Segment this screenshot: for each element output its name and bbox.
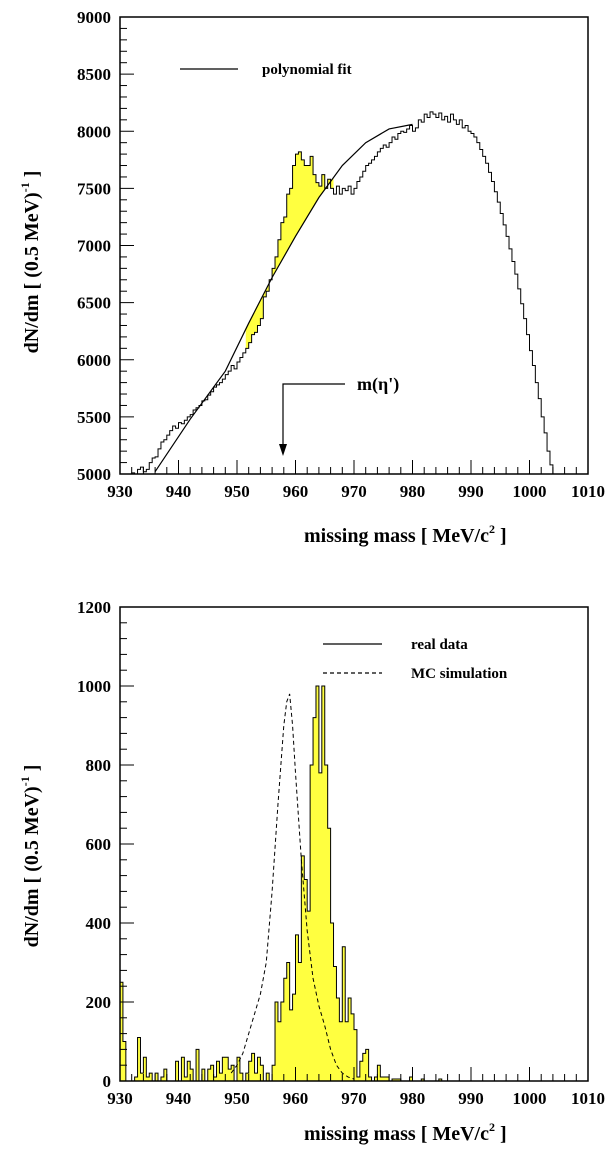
y-axis-title-bottom: dN/dm [ (0.5 MeV)-1 ] [18,765,43,948]
y-tick-label: 9000 [77,8,111,27]
x-tick-label: 1010 [571,1089,605,1108]
x-tick-labels-top: 930 940 950 960 970 980 990 1000 1010 [107,482,605,501]
legend-label-mc: MC simulation [411,666,508,682]
real-data-histogram [120,685,588,1082]
x-tick-label: 1010 [571,482,605,501]
x-tick-label: 990 [458,1089,484,1108]
x-tick-label: 940 [166,482,192,501]
x-tick-label: 970 [341,482,367,501]
y-tick-label: 6000 [77,351,111,370]
x-tick-label: 980 [400,1089,426,1108]
y-tick-label: 5000 [77,465,111,484]
x-axis-title-bottom: missing mass [ MeV/c2 ] [304,1120,507,1145]
y-tick-label: 8500 [77,65,111,84]
x-axis-title-top: missing mass [ MeV/c2 ] [304,522,507,547]
y-tick-labels-bottom: 0 200 400 600 800 1000 1200 [77,598,111,1091]
y-tick-label: 6500 [77,294,111,313]
y-tick-label: 400 [86,914,112,933]
x-tick-label: 950 [224,482,250,501]
annotation-label: m(η') [357,374,399,395]
x-tick-label: 1000 [513,1089,547,1108]
y-axis-ticks-top [120,16,134,475]
x-tick-label: 950 [224,1089,250,1108]
y-tick-label: 0 [103,1072,112,1091]
x-tick-label: 960 [283,482,309,501]
y-tick-labels-top: 5000 5500 6000 6500 7000 7500 8000 8500 9000 [77,8,111,484]
x-axis-ticks-bottom [119,1067,589,1081]
annotation-arrow [282,383,345,448]
x-tick-labels-bottom: 930 940 950 960 970 980 990 1000 1010 [107,1089,605,1108]
mc-simulation-line [230,693,355,1080]
y-tick-label: 7500 [77,179,111,198]
plot-frame-bottom [119,606,589,1082]
polynomial-fit-line [154,123,413,473]
y-axis-title-top: dN/dm [ (0.5 MeV)-1 ] [18,171,43,354]
y-tick-label: 7000 [77,237,111,256]
y-tick-label: 200 [86,993,112,1012]
y-axis-ticks-bottom [120,606,134,1082]
x-tick-label: 930 [107,482,133,501]
x-tick-label: 940 [166,1089,192,1108]
y-tick-label: 5500 [77,408,111,427]
x-tick-label: 980 [400,482,426,501]
x-tick-label: 970 [341,1089,367,1108]
y-tick-label: 800 [86,756,112,775]
chart-bottom: 930 940 950 960 970 980 990 1000 1010 0 200 400 600… [18,598,605,1145]
legend-label-polynomial: polynomial fit [262,62,352,78]
x-tick-label: 990 [458,482,484,501]
chart-top: 930 940 950 960 970 980 990 1000 1010 5000 5500 60… [18,8,605,547]
x-tick-label: 960 [283,1089,309,1108]
plot-frame-top [119,16,589,475]
x-tick-label: 930 [107,1089,133,1108]
x-tick-label: 1000 [513,482,547,501]
annotation-arrowhead [279,444,287,456]
y-tick-label: 1000 [77,677,111,696]
x-axis-ticks-top [119,460,589,474]
y-tick-label: 8000 [77,122,111,141]
y-tick-label: 1200 [77,598,111,617]
legend-label-real-data: real data [411,637,468,653]
y-tick-label: 600 [86,835,112,854]
signal-fill-area [245,151,334,349]
